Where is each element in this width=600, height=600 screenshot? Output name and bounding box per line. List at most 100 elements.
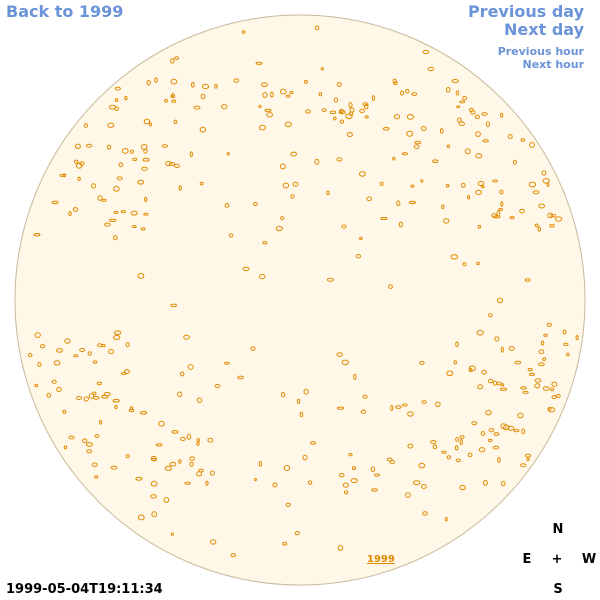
contour — [39, 344, 46, 349]
contour — [108, 349, 115, 355]
contour — [114, 330, 122, 336]
contour — [320, 67, 324, 71]
contour — [59, 174, 67, 177]
contour — [407, 443, 414, 449]
contour — [392, 156, 396, 161]
contour — [528, 181, 537, 188]
contour — [459, 485, 467, 491]
contour — [85, 442, 93, 447]
contour — [348, 102, 353, 108]
contour — [53, 360, 61, 366]
contour — [538, 349, 545, 355]
contour — [555, 393, 561, 398]
contour — [541, 170, 547, 176]
contour — [294, 531, 300, 536]
contour — [480, 431, 486, 436]
year-link[interactable]: 1999 — [367, 554, 395, 565]
next-hour-link[interactable]: Next hour — [522, 58, 585, 71]
contour — [501, 480, 506, 487]
contour — [430, 440, 437, 444]
contour — [461, 182, 466, 188]
contour — [406, 114, 414, 120]
contour — [333, 116, 337, 121]
contour — [97, 195, 103, 201]
contour — [485, 409, 492, 416]
contour — [500, 346, 504, 353]
contour — [191, 81, 195, 88]
previous-day-link[interactable]: Previous day — [467, 2, 584, 21]
contour — [355, 254, 362, 259]
previous-hour-link[interactable]: Previous hour — [497, 45, 584, 58]
contour — [514, 360, 522, 365]
contour — [420, 179, 424, 183]
contour — [125, 454, 130, 459]
contour — [500, 201, 504, 207]
contour — [349, 111, 354, 116]
contour — [174, 56, 180, 60]
contour — [87, 351, 92, 356]
contour — [314, 25, 320, 31]
contour — [91, 462, 98, 467]
contour — [408, 200, 416, 205]
contour — [458, 121, 465, 126]
active-regions — [27, 25, 579, 558]
contour — [407, 411, 414, 417]
contour — [272, 482, 278, 488]
contour — [339, 119, 345, 124]
contour — [226, 152, 230, 156]
contour — [34, 383, 39, 388]
contour — [522, 390, 529, 394]
contour — [499, 387, 508, 391]
contour — [284, 121, 292, 128]
contour — [494, 336, 500, 342]
contour — [101, 198, 107, 202]
contour — [72, 207, 79, 212]
contour — [487, 313, 493, 318]
back-link[interactable]: Back to 1999 — [6, 2, 124, 21]
contour — [432, 159, 439, 163]
contour — [456, 105, 461, 109]
contour — [120, 210, 127, 214]
contour — [491, 213, 498, 218]
contour — [173, 119, 178, 125]
contour — [362, 102, 369, 107]
contour — [439, 128, 444, 134]
contour — [228, 233, 234, 238]
next-day-link[interactable]: Next day — [504, 20, 584, 39]
contour — [498, 208, 504, 211]
contour — [75, 395, 83, 401]
contour — [446, 144, 451, 149]
contour — [422, 49, 430, 55]
contour — [411, 92, 418, 96]
contour — [481, 369, 487, 375]
contour — [459, 439, 463, 445]
contour — [471, 421, 478, 426]
contour — [496, 210, 501, 217]
contour — [441, 204, 445, 210]
contour — [555, 216, 563, 222]
contour — [196, 441, 200, 446]
contour — [92, 360, 98, 364]
contour — [279, 88, 287, 95]
contour — [366, 196, 373, 202]
contour — [180, 436, 186, 441]
contour — [562, 329, 567, 335]
contour — [184, 481, 191, 485]
contour — [171, 93, 176, 99]
contour — [468, 365, 476, 372]
contour — [281, 391, 286, 398]
contour — [520, 138, 526, 142]
contour — [551, 395, 557, 400]
contour — [86, 449, 93, 454]
contour — [482, 479, 488, 486]
contour — [88, 393, 95, 399]
contour — [280, 216, 285, 221]
contour — [321, 108, 327, 112]
contour — [158, 420, 165, 427]
contour — [492, 445, 500, 450]
contour — [163, 497, 170, 503]
compass-west: W — [581, 552, 597, 567]
contour — [151, 457, 157, 462]
contour — [210, 539, 217, 545]
